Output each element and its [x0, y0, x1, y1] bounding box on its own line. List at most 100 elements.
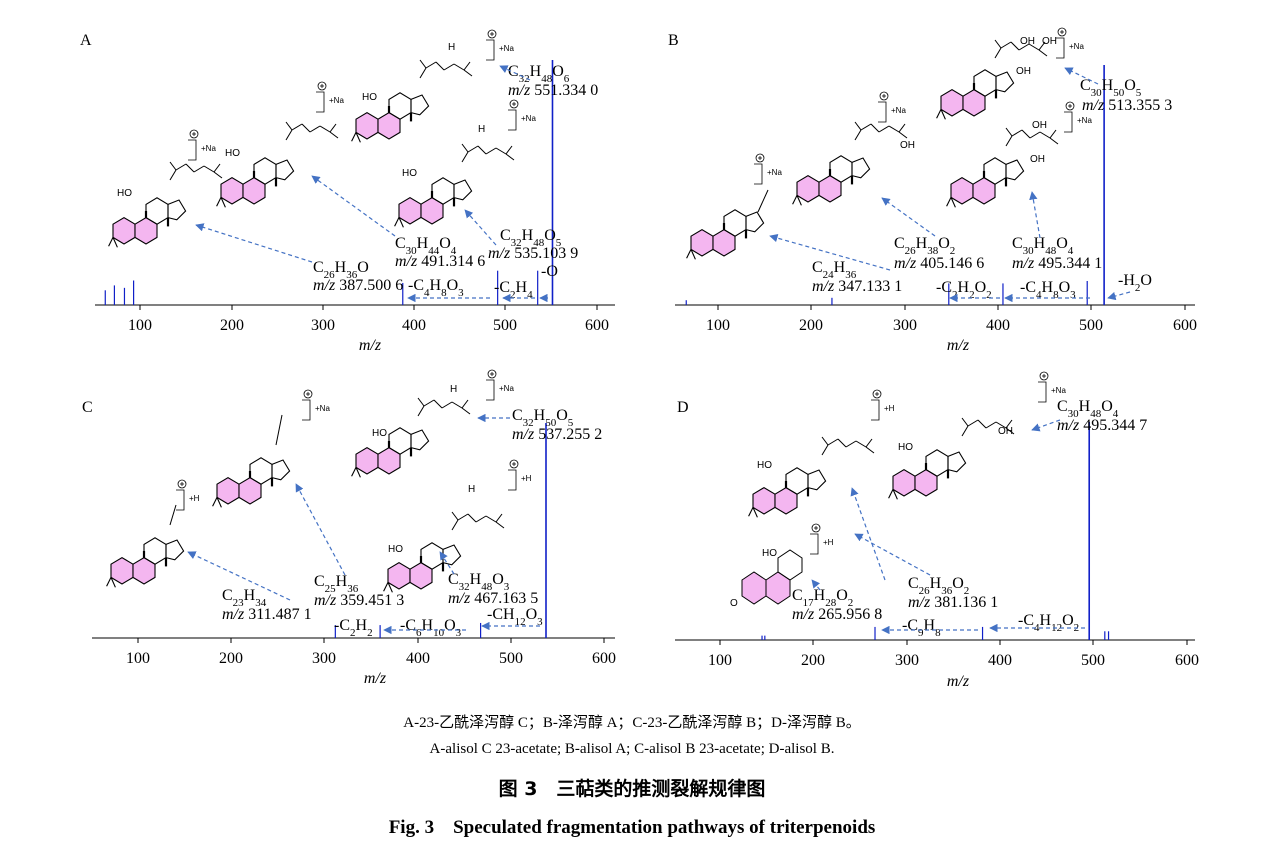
panel-d-tick-600: 600: [1175, 652, 1199, 669]
h-label: H: [450, 384, 457, 395]
oh-label: OH: [1032, 120, 1047, 131]
arrow: [195, 223, 313, 263]
loss-c4h8o3: -C4H8O3: [408, 277, 464, 299]
ion-mz-311: m/z 311.487 1: [222, 606, 312, 623]
structure-c30h48o4: [945, 156, 1025, 209]
panel-a-xlabel: m/z: [359, 337, 382, 354]
ion-formula-c26h38o2: C26H38O2: [894, 235, 955, 257]
panel-c-tick-500: 500: [499, 650, 523, 667]
panel-c-tick-100: 100: [126, 650, 150, 667]
ion-mz-535: m/z 535.103 9: [488, 245, 578, 262]
arrow: [811, 579, 821, 591]
ion-mz-265: m/z 265.956 8: [792, 606, 882, 623]
figure-legend-en: A-alisol C 23-acetate; B-alisol A; C-ali…: [429, 741, 835, 757]
panel-a-tick-200: 200: [220, 317, 244, 334]
adduct-na: +Na: [201, 144, 216, 153]
figure-3: A 100 200 300 400 500 600 m/z H: [80, 27, 1199, 690]
adduct-h: +H: [189, 494, 200, 503]
adduct-na: +Na: [891, 106, 906, 115]
panel-d-xlabel: m/z: [947, 673, 970, 690]
arrow: [499, 65, 531, 81]
panel-b-tick-500: 500: [1079, 317, 1103, 334]
panel-c-tick-200: 200: [219, 650, 243, 667]
panel-a: A 100 200 300 400 500 600 m/z H: [80, 29, 615, 354]
panel-c-tick-400: 400: [406, 650, 430, 667]
adduct-h: +H: [521, 474, 532, 483]
loss-c6h10o3: -C6H10O3: [400, 617, 462, 639]
arrow: [1064, 67, 1099, 85]
ho-label: HO: [762, 548, 777, 559]
structure-c26h36o: [107, 196, 187, 249]
arrow: [850, 487, 886, 581]
panel-a-tick-400: 400: [402, 317, 426, 334]
structure-c23h34: [105, 536, 185, 589]
adduct-na: +Na: [499, 44, 514, 53]
adduct-na: +Na: [329, 96, 344, 105]
ho-label: HO: [362, 92, 377, 103]
arrow: [769, 234, 891, 271]
panel-b: B 100 200 300 400 500 600 m/z OH: [668, 27, 1197, 354]
figure-title-zh: 图 3 三萜类的推测裂解规律图: [498, 778, 766, 800]
arrow: [854, 533, 931, 576]
panel-c-tick-600: 600: [592, 650, 616, 667]
h-label: H: [468, 484, 475, 495]
oh-label: OH: [1030, 154, 1045, 165]
adduct-na: +Na: [1077, 116, 1092, 125]
ion-mz-347: m/z 347.133 1: [812, 278, 902, 295]
ion-mz-359: m/z 359.451 3: [314, 592, 404, 609]
oh-label: OH: [998, 426, 1013, 437]
panel-c: C 100 200 300 400 500 600 m/z HO: [82, 369, 616, 687]
ho-label: HO: [898, 442, 913, 453]
structure-c32h48o5: [393, 176, 473, 229]
oh-label: OH: [1016, 66, 1031, 77]
panel-b-letter: B: [668, 32, 679, 49]
panel-a-tick-100: 100: [128, 317, 152, 334]
panel-d: D 100 200 300 400 500 600 m/z: [675, 371, 1199, 690]
panel-d-letter: D: [677, 399, 689, 416]
panel-a-ticks: [139, 305, 598, 310]
structure-c26h38o2: [791, 154, 871, 207]
arrow: [1107, 291, 1131, 301]
panel-a-letter: A: [80, 32, 92, 49]
ho-label: HO: [225, 148, 240, 159]
ion-mz-405: m/z 405.146 6: [894, 255, 984, 272]
loss-h2o: -H2O: [1118, 272, 1152, 294]
ion-mz-381: m/z 381.136 1: [908, 594, 998, 611]
panel-c-letter: C: [82, 399, 93, 416]
panel-d-tick-100: 100: [708, 652, 732, 669]
panel-b-xlabel: m/z: [947, 337, 970, 354]
panel-a-tick-600: 600: [585, 317, 609, 334]
loss-o: -O: [541, 263, 558, 280]
panel-b-peaks: [685, 65, 1105, 305]
panel-d-tick-400: 400: [988, 652, 1012, 669]
panel-b-tick-200: 200: [799, 317, 823, 334]
oh-label: OH: [1020, 36, 1035, 47]
adduct-h: +H: [823, 538, 834, 547]
ho-label: HO: [117, 188, 132, 199]
arrow: [439, 551, 455, 575]
loss-c2h2: -C2H2: [334, 617, 373, 639]
arrow: [881, 197, 936, 237]
loss-c4h12o2: -C4H12O2: [1018, 612, 1079, 634]
arrow: [1029, 191, 1041, 239]
arrow: [295, 483, 346, 576]
loss-c9h8: -C9H8: [902, 617, 941, 639]
adduct-h: +H: [884, 404, 895, 413]
ho-label: HO: [372, 428, 387, 439]
h-label: H: [448, 42, 455, 53]
panel-c-peaks: [334, 423, 547, 638]
panel-b-tick-100: 100: [706, 317, 730, 334]
panel-c-xlabel: m/z: [364, 670, 387, 687]
structure-c24h36: [685, 208, 765, 261]
ion-mz-387: m/z 387.500 6: [313, 277, 403, 294]
structure-c30h48o4: [887, 448, 967, 501]
panel-b-tick-600: 600: [1173, 317, 1197, 334]
panel-d-tick-200: 200: [801, 652, 825, 669]
ion-formula-c30h48o4: C30H48O4: [1012, 235, 1074, 257]
panel-a-tick-500: 500: [493, 317, 517, 334]
panel-c-tick-300: 300: [312, 650, 336, 667]
structure-c25h36: [211, 456, 291, 509]
loss-c4h8o3: -C4H8O3: [1020, 279, 1076, 301]
adduct-na: +Na: [521, 114, 536, 123]
structure-c32h50o5: [350, 426, 430, 479]
